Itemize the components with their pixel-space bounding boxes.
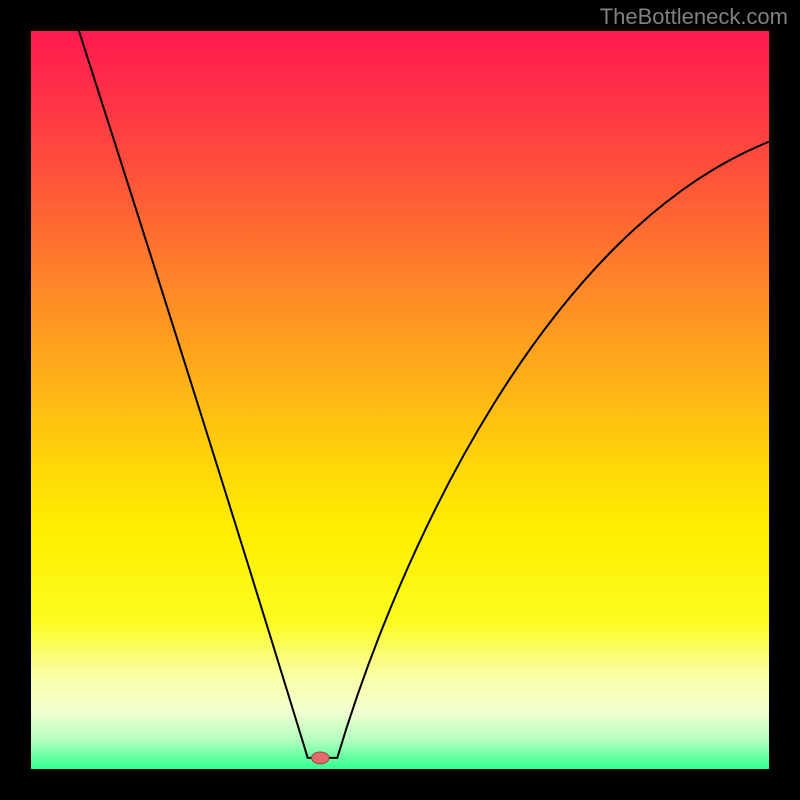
- chart-container: TheBottleneck.com: [0, 0, 800, 800]
- bottleneck-chart: [0, 0, 800, 800]
- chart-plot-area: [31, 31, 769, 769]
- optimal-point-marker: [311, 752, 329, 764]
